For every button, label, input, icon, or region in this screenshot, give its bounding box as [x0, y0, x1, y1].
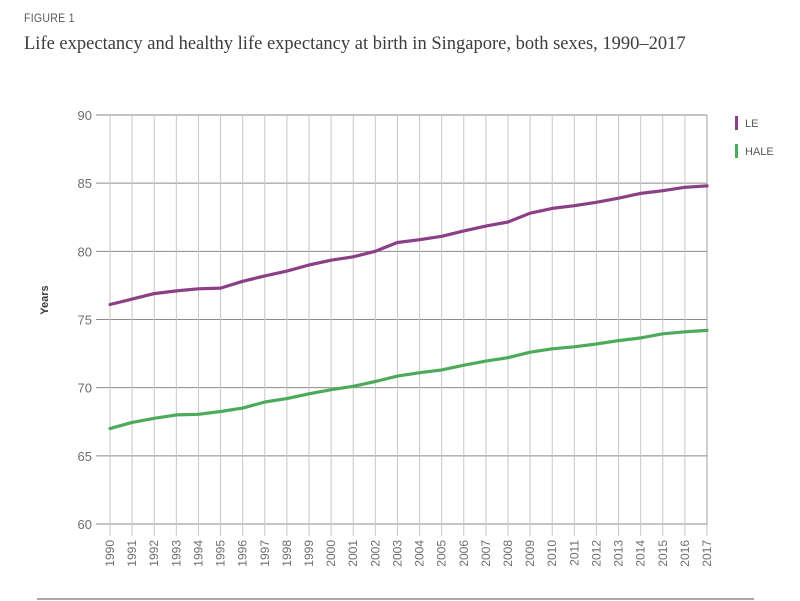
legend-label-le: LE [745, 118, 758, 130]
x-tick-label: 1992 [147, 540, 161, 567]
x-tick-label: 2001 [346, 540, 360, 567]
x-tick-label: 2008 [501, 540, 515, 567]
figure-label: FIGURE 1 [24, 11, 75, 25]
y-tick-label: 75 [78, 313, 92, 328]
series-line-le [108, 184, 709, 307]
y-tick-label: 65 [78, 449, 92, 464]
y-tick-label: 60 [78, 517, 92, 532]
y-tick-label: 70 [78, 381, 92, 396]
series-line-hale [108, 328, 709, 431]
x-tick-label: 2016 [678, 540, 692, 567]
x-tick-label: 2003 [390, 540, 404, 567]
x-tick-label: 2007 [479, 540, 493, 567]
legend-label-hale: HALE [745, 146, 774, 158]
x-tick-label: 2000 [324, 540, 338, 567]
y-tick-label: 90 [78, 108, 92, 123]
x-tick-label: 1999 [302, 540, 316, 567]
x-tick-label: 2011 [567, 540, 581, 566]
legend-swatch-hale [735, 144, 738, 158]
y-tick-label: 80 [78, 244, 92, 259]
x-tick-label: 2015 [656, 540, 670, 567]
x-axis: 1990 1991 1992 1993 1994 1995 1996 1997 1998 1999… [103, 540, 714, 567]
x-tick-label: 1991 [125, 540, 139, 567]
x-tick-label: 1993 [169, 540, 183, 567]
x-tick-label: 2013 [612, 540, 626, 567]
x-tick-label: 2017 [700, 540, 714, 567]
legend: LE HALE [735, 116, 774, 158]
legend-swatch-le [735, 116, 738, 130]
x-tick-label: 2005 [435, 540, 449, 567]
series-lines [108, 184, 709, 431]
x-tick-label: 2010 [545, 540, 559, 567]
y-axis: 60 65 70 75 80 85 90 [78, 108, 92, 532]
x-tick-label: 2002 [368, 540, 382, 567]
x-tick-label: 2014 [634, 540, 648, 567]
x-tick-label: 1990 [103, 540, 117, 567]
y-tick-label: 85 [78, 176, 92, 191]
x-tick-label: 1998 [280, 540, 294, 567]
x-tick-label: 2012 [589, 540, 603, 567]
x-tick-label: 2009 [523, 540, 537, 567]
x-tick-label: 2004 [413, 540, 427, 567]
chart-title: Life expectancy and healthy life expecta… [24, 34, 686, 54]
grid [96, 114, 708, 536]
x-tick-label: 1994 [191, 540, 205, 567]
y-axis-title: Years [39, 285, 51, 314]
x-tick-label: 1996 [236, 540, 250, 567]
x-tick-label: 1995 [214, 540, 228, 567]
x-tick-label: 2006 [457, 540, 471, 567]
bottom-divider [37, 598, 754, 600]
x-tick-label: 1997 [258, 540, 272, 567]
